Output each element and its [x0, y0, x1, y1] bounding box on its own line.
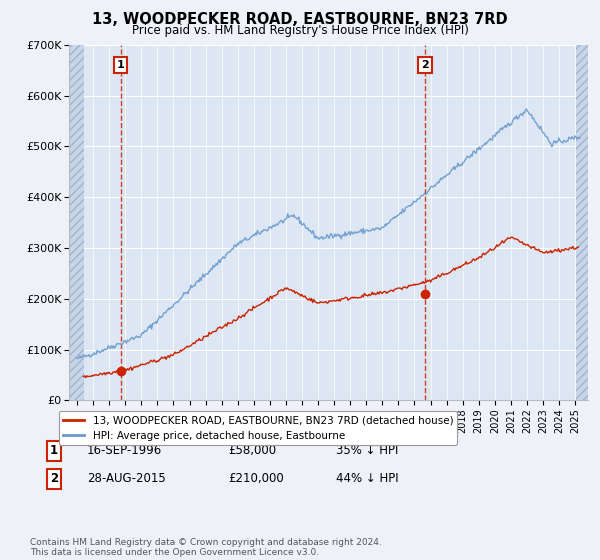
Text: 35% ↓ HPI: 35% ↓ HPI	[336, 444, 398, 458]
Text: 44% ↓ HPI: 44% ↓ HPI	[336, 472, 398, 486]
Bar	[577, 45, 588, 400]
Text: 28-AUG-2015: 28-AUG-2015	[87, 472, 166, 486]
Bar	[69, 45, 84, 400]
Text: Contains HM Land Registry data © Crown copyright and database right 2024.
This d: Contains HM Land Registry data © Crown c…	[30, 538, 382, 557]
Text: £58,000: £58,000	[228, 444, 276, 458]
Text: £210,000: £210,000	[228, 472, 284, 486]
Text: 13, WOODPECKER ROAD, EASTBOURNE, BN23 7RD: 13, WOODPECKER ROAD, EASTBOURNE, BN23 7R…	[92, 12, 508, 27]
Text: 1: 1	[117, 60, 124, 70]
Text: 2: 2	[421, 60, 429, 70]
Text: 2: 2	[50, 472, 58, 486]
Text: Price paid vs. HM Land Registry's House Price Index (HPI): Price paid vs. HM Land Registry's House …	[131, 24, 469, 36]
Text: 16-SEP-1996: 16-SEP-1996	[87, 444, 162, 458]
Text: 1: 1	[50, 444, 58, 458]
Legend: 13, WOODPECKER ROAD, EASTBOURNE, BN23 7RD (detached house), HPI: Average price, : 13, WOODPECKER ROAD, EASTBOURNE, BN23 7R…	[59, 411, 457, 445]
